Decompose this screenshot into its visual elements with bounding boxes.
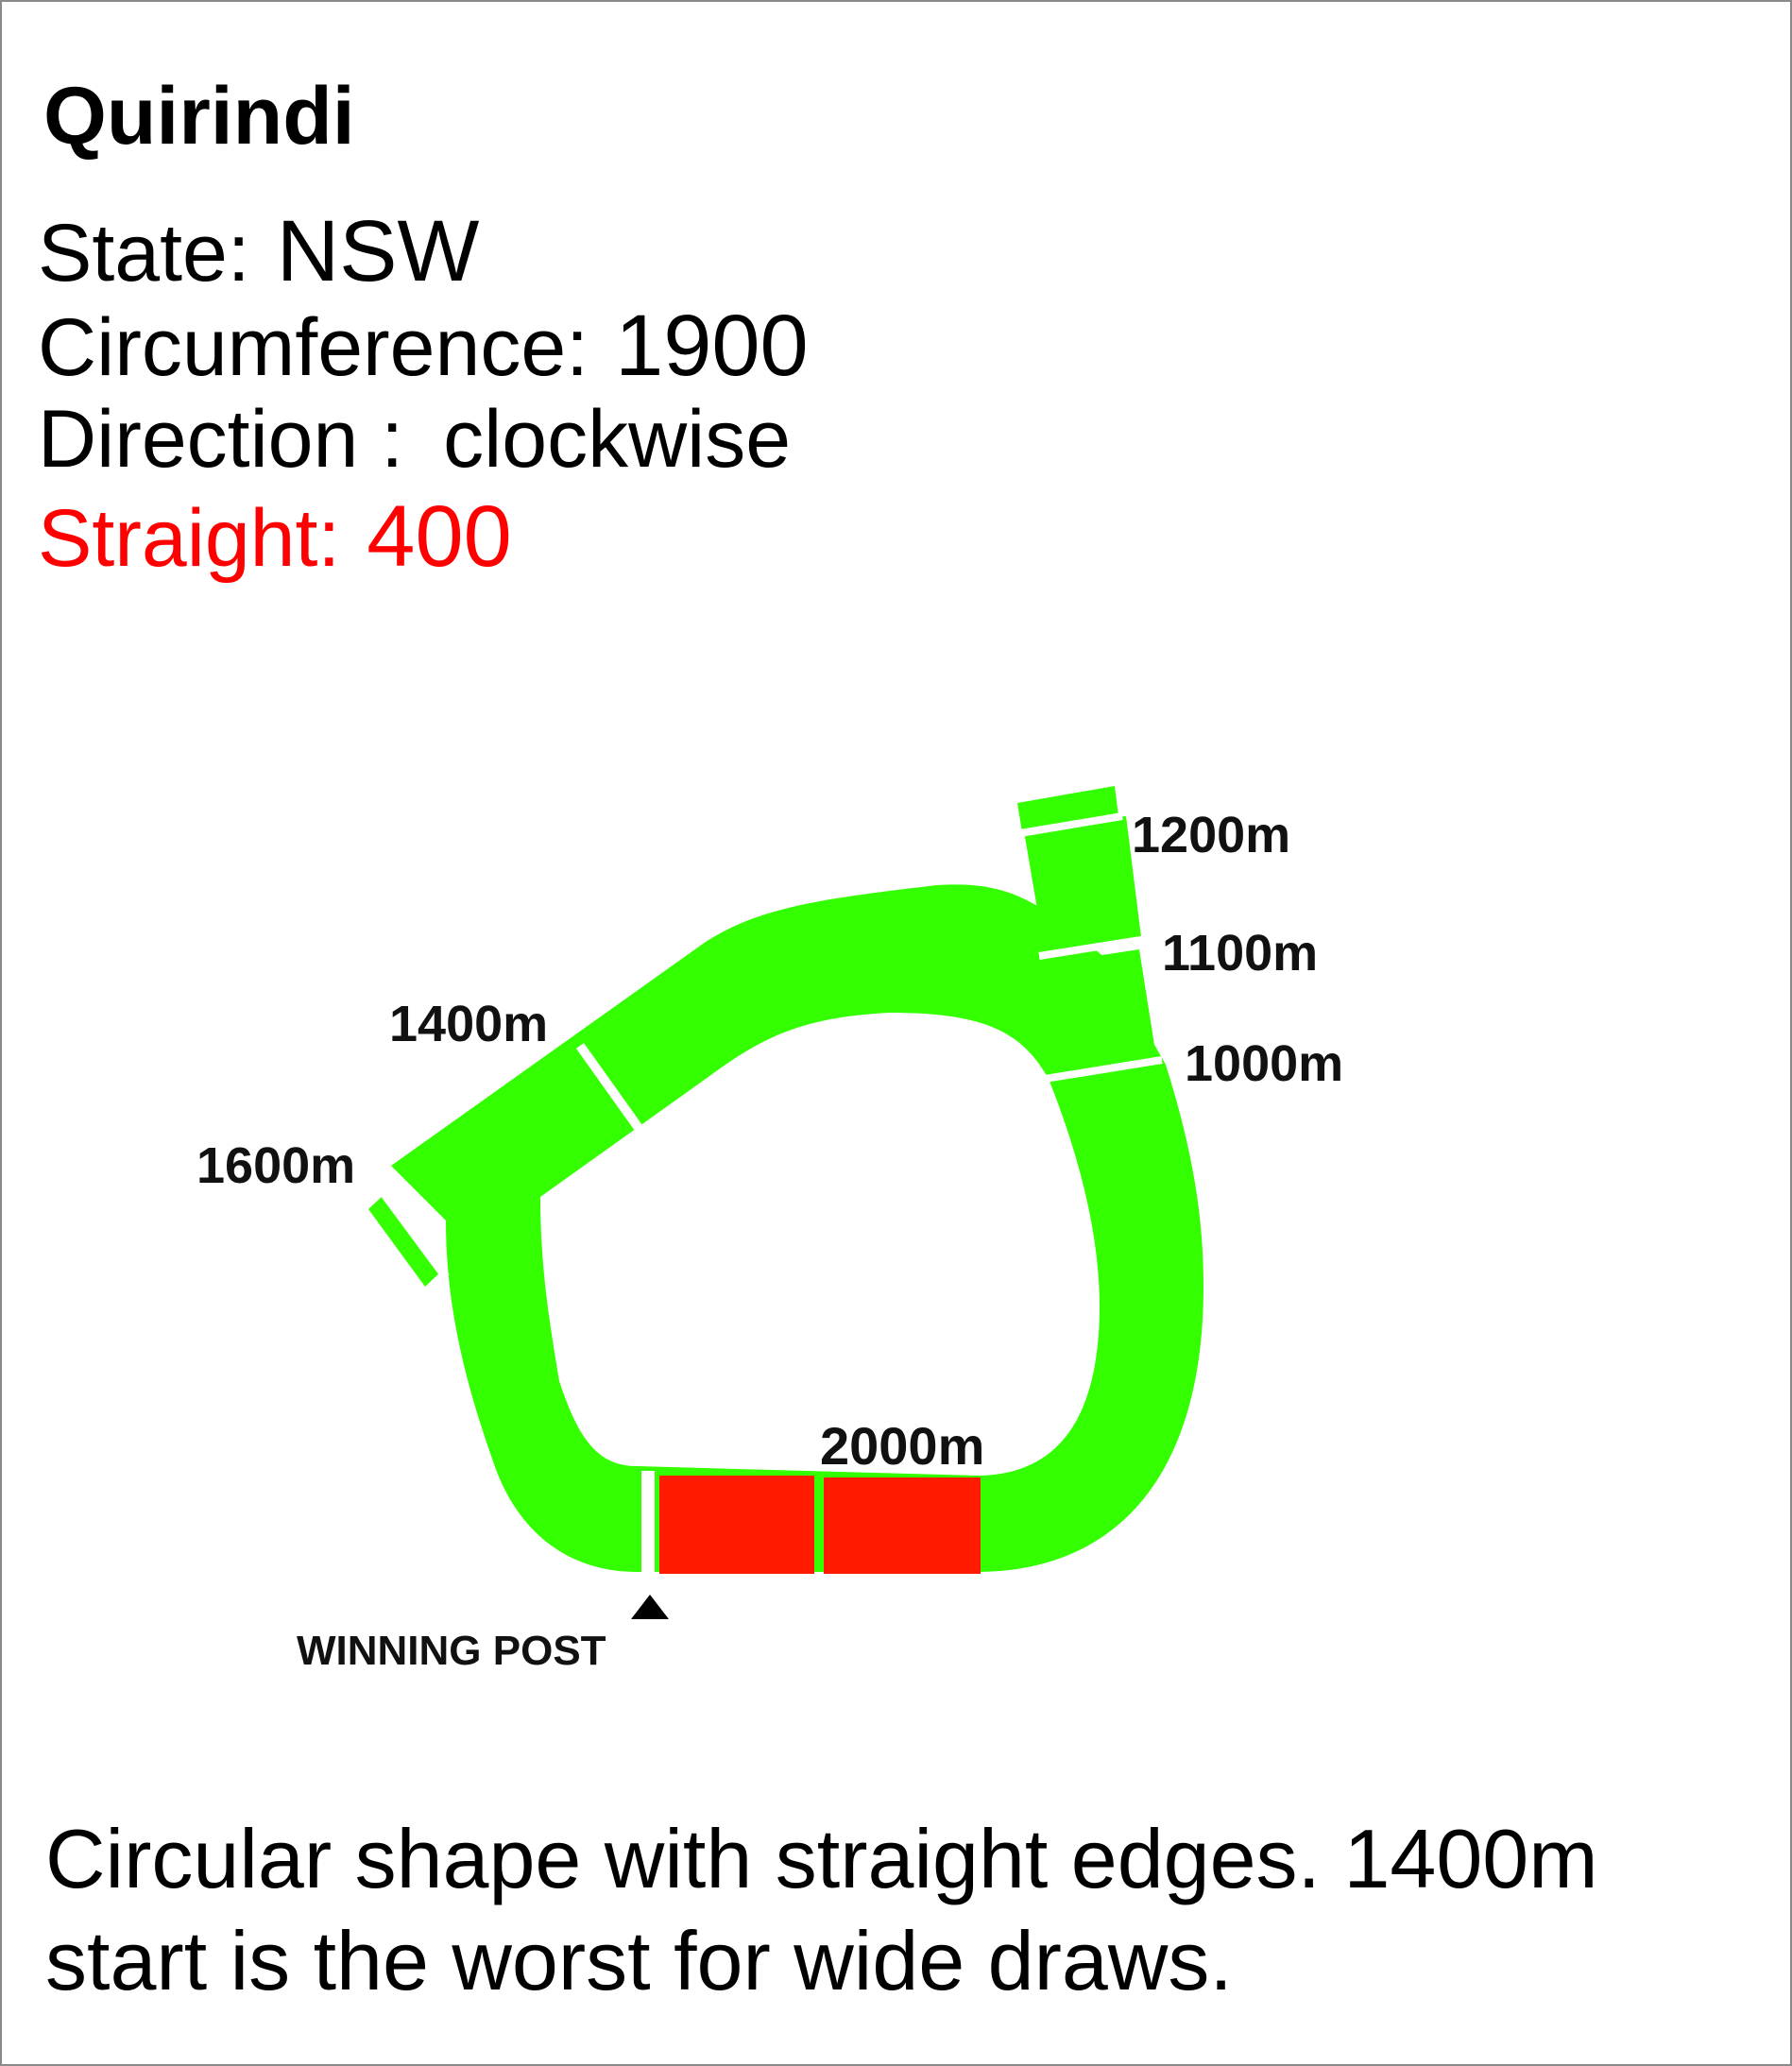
divider-1100	[1038, 935, 1148, 960]
circumference-row: Circumference: 1900	[38, 302, 809, 389]
direction-label: Direction :	[38, 394, 404, 485]
track-loop	[391, 884, 1203, 1572]
direction-value: clockwise	[443, 394, 792, 485]
divider-1400	[575, 1043, 643, 1131]
label-1000m: 1000m	[1185, 1035, 1343, 1092]
chute-tip	[1017, 786, 1118, 832]
label-1200m: 1200m	[1132, 807, 1290, 863]
label-1100m: 1100m	[1162, 925, 1318, 982]
label-1400m: 1400m	[389, 996, 548, 1052]
winning-post-icon	[631, 1595, 669, 1619]
chute-1100	[1047, 949, 1156, 1076]
straight-label: Straight:	[38, 493, 341, 584]
state-row: State: NSW	[38, 208, 479, 295]
divider-chute-tip	[1019, 812, 1123, 837]
state-label: State:	[38, 208, 250, 299]
state-value: NSW	[276, 203, 480, 299]
straight-value: 400	[367, 488, 512, 585]
circumference-label: Circumference:	[38, 302, 589, 393]
straight-segment-b	[824, 1477, 981, 1574]
track-description: Circular shape with straight edges. 1400…	[45, 1812, 1598, 2007]
chute-1200	[1024, 816, 1141, 953]
straight-row: Straight: 400	[38, 493, 512, 580]
direction-row: Direction : clockwise	[38, 399, 791, 480]
spur-1600	[368, 1194, 440, 1287]
divider-1000	[1044, 1056, 1163, 1083]
label-1600m: 1600m	[196, 1137, 355, 1194]
track-title: Quirindi	[43, 71, 355, 162]
winning-post-label: WINNING POST	[297, 1628, 606, 1674]
straight-segment-a	[659, 1476, 814, 1574]
circumference-value: 1900	[615, 298, 809, 394]
divider-1600	[378, 1187, 450, 1280]
label-2000m: 2000m	[820, 1416, 984, 1476]
